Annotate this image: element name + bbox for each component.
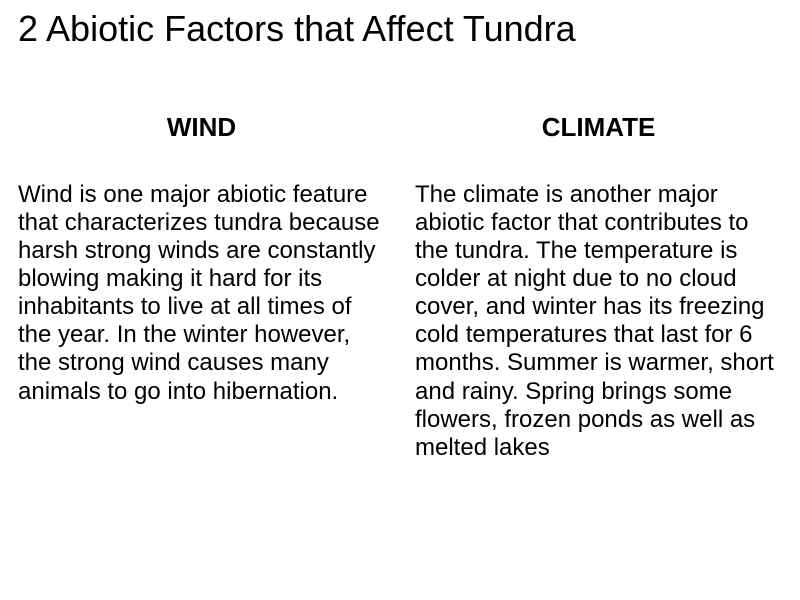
left-column: WIND Wind is one major abiotic feature t… [18, 112, 385, 462]
right-subheading: CLIMATE [415, 112, 782, 143]
page-title: 2 Abiotic Factors that Affect Tundra [18, 8, 782, 50]
right-column: CLIMATE The climate is another major abi… [415, 112, 782, 462]
right-body: The climate is another major abiotic fac… [415, 181, 782, 462]
left-subheading: WIND [18, 112, 385, 143]
left-body: Wind is one major abiotic feature that c… [18, 181, 385, 406]
content-columns: WIND Wind is one major abiotic feature t… [18, 112, 782, 462]
